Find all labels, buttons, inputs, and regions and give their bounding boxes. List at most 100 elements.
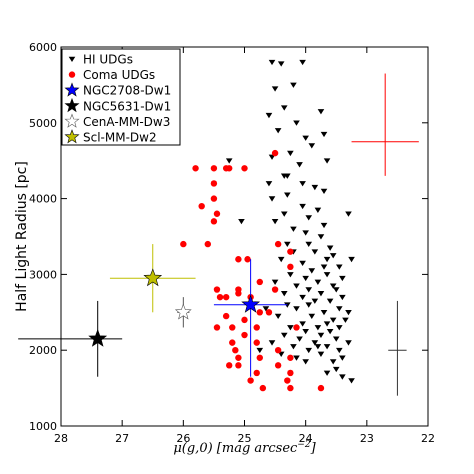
y-axis-title: Half Light Radius [pc] — [14, 161, 30, 312]
coma-udgs-point — [271, 149, 279, 157]
hi-udgs-point — [314, 207, 322, 213]
hi-udgs-point — [339, 275, 346, 282]
hi-udgs-point — [305, 347, 313, 354]
coma-udgs-point — [317, 384, 325, 392]
hi-udgs-point — [302, 275, 309, 282]
hi-udgs-point — [296, 336, 303, 342]
hi-udgs-point — [317, 332, 325, 339]
legend-marker-scl-mm-dw2 — [64, 129, 80, 144]
x-tick-label: 28 — [54, 432, 68, 445]
hi-udgs-point — [348, 256, 355, 263]
hi-udgs-point — [280, 105, 288, 111]
y-tick-label: 4000 — [29, 193, 57, 206]
x-tick-label: 22 — [421, 432, 435, 445]
legend-marker-ngc5631-dw1 — [64, 97, 80, 113]
coma-udgs-point — [198, 202, 205, 210]
coma-udgs-point — [271, 286, 279, 293]
hi-udgs-point — [302, 359, 309, 365]
hi-udgs-point — [302, 328, 309, 335]
hi-udgs-point — [290, 344, 297, 350]
hi-udgs-point — [320, 309, 328, 316]
legend-marker-hi-udgs — [68, 56, 76, 62]
hi-udgs-point — [339, 294, 346, 301]
coma-udgs-point — [287, 263, 294, 271]
hi-udgs-point — [329, 253, 337, 259]
coma-udgs-point — [192, 165, 199, 172]
hi-udgs-point — [287, 150, 294, 157]
y-tick-label: 6000 — [29, 41, 57, 54]
hi-udgs-point — [326, 245, 334, 251]
hi-udgs-point — [329, 359, 337, 365]
coma-udgs-point — [259, 384, 267, 392]
hi-udgs-point — [323, 272, 331, 278]
coma-udgs-point — [287, 384, 294, 392]
hi-udgs-point — [271, 279, 279, 285]
hi-udgs-point — [293, 120, 300, 126]
coma-udgs-point — [241, 165, 248, 172]
hi-udgs-point — [238, 219, 245, 225]
coma-udgs-point — [235, 290, 242, 297]
legend-label-coma-udgs: Coma UDGs — [83, 68, 155, 82]
hi-udgs-point — [293, 306, 300, 312]
x-tick-label: 27 — [115, 432, 129, 445]
hi-udgs-point — [311, 249, 319, 255]
hi-udgs-point — [293, 355, 300, 361]
coma-udgs-point — [180, 240, 187, 248]
hi-udgs-point — [265, 181, 273, 187]
hi-udgs-point — [329, 283, 337, 289]
hi-udgs-point — [314, 325, 322, 331]
hi-udgs-point — [323, 256, 331, 263]
coma-udgs-point — [222, 312, 230, 320]
hi-udgs-point — [256, 347, 264, 354]
coma-udgs-point — [284, 377, 291, 384]
coma-udgs-point — [247, 377, 254, 384]
y-tick-label: 1000 — [29, 420, 57, 433]
coma-udgs-point — [213, 286, 221, 293]
hi-udgs-point — [299, 294, 306, 301]
hi-udgs-point — [287, 272, 294, 278]
hi-udgs-point — [308, 268, 316, 274]
hi-udgs-point — [271, 86, 279, 92]
hi-udgs-point — [329, 317, 337, 323]
coma-udgs-point — [293, 324, 300, 331]
coma-udgs-point — [253, 324, 260, 331]
hi-udgs-point — [336, 306, 343, 312]
coma-udgs-point — [213, 210, 221, 217]
hi-udgs-point — [299, 59, 306, 66]
y-tick-label: 5000 — [29, 117, 57, 130]
coma-udgs-point — [274, 240, 282, 248]
x-tick-label: 25 — [238, 432, 252, 445]
hi-udgs-point — [280, 291, 288, 297]
hi-udgs-point — [268, 196, 276, 202]
hi-udgs-point — [262, 306, 270, 312]
coma-udgs-point — [253, 369, 260, 377]
hi-udgs-point — [323, 370, 331, 376]
hi-udgs-point — [268, 340, 276, 346]
ngc5631-dw1-marker — [88, 328, 108, 347]
legend-marker-coma-udgs — [68, 71, 76, 78]
legend-label-hi-udgs: HI UDGs — [83, 53, 133, 67]
x-tick-label: 24 — [299, 432, 313, 445]
hi-udgs-point — [293, 283, 300, 289]
hi-udgs-point — [323, 344, 331, 350]
coma-udgs-point — [235, 354, 242, 361]
hi-udgs-point — [308, 143, 316, 149]
hi-udgs-point — [305, 215, 313, 221]
hi-udgs-point — [336, 325, 343, 331]
coma-udgs-point — [235, 256, 242, 263]
hi-udgs-point — [284, 173, 291, 179]
coma-udgs-point — [256, 309, 263, 316]
coma-udgs-point — [216, 293, 224, 301]
hi-udgs-point — [317, 234, 325, 240]
hi-udgs-point — [323, 321, 331, 327]
hi-udgs-point — [320, 222, 328, 229]
hi-udgs-point — [311, 340, 319, 346]
hi-udgs-point — [311, 184, 319, 191]
coma-udgs-point — [235, 362, 242, 369]
coma-udgs-point — [204, 240, 211, 248]
hi-udgs-point — [336, 347, 343, 354]
hi-udgs-point — [296, 162, 303, 168]
hi-udgs-point — [280, 211, 288, 217]
hi-udgs-point — [332, 366, 340, 373]
